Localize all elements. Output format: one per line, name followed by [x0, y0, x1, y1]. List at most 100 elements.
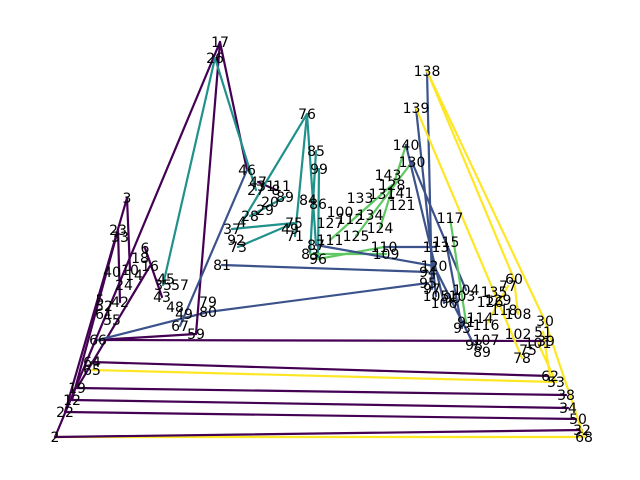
- graph-edge: [143, 246, 164, 299]
- node-label: 121: [389, 198, 416, 214]
- node-label: 112: [337, 212, 364, 228]
- node-label: 26: [206, 51, 224, 67]
- graph-edge: [116, 228, 122, 304]
- node-label: 38: [557, 388, 575, 404]
- node-label: 19: [68, 381, 86, 397]
- graph-edge: [194, 40, 222, 336]
- node-label: 126: [477, 295, 504, 311]
- node-label: 90: [443, 291, 461, 307]
- node-label: 131: [369, 187, 396, 203]
- node-label: 101: [525, 336, 552, 352]
- node-label: 17: [211, 35, 229, 51]
- node-label: 43: [153, 290, 171, 306]
- graph-edge: [432, 264, 476, 347]
- node-label: 49: [281, 222, 299, 238]
- node-label: 22: [56, 405, 74, 421]
- node-label: 107: [473, 333, 500, 349]
- node-label: 80: [199, 305, 217, 321]
- node-label: 49: [175, 307, 193, 323]
- graph-edge: [425, 69, 516, 281]
- node-label: 117: [437, 211, 464, 227]
- node-label: 23: [109, 223, 127, 239]
- graph-edge: [414, 106, 496, 294]
- node-label: 118: [491, 303, 518, 319]
- graph-edge: [213, 56, 258, 192]
- node-label: 95: [419, 276, 437, 292]
- node-label: 6: [141, 241, 150, 257]
- graph-edge: [53, 428, 584, 439]
- node-label: 55: [103, 313, 121, 329]
- graph-edge: [236, 221, 296, 249]
- graph-edge: [90, 360, 552, 378]
- graph-edge: [425, 69, 547, 323]
- node-label: 3: [123, 191, 132, 207]
- node-label: 125: [343, 229, 370, 245]
- node-label: 62: [541, 369, 559, 385]
- node-label: 39: [537, 334, 555, 350]
- node-label: 120: [421, 259, 448, 275]
- node-label: 46: [238, 163, 256, 179]
- node-label: 73: [229, 240, 247, 256]
- node-label: 103: [449, 289, 476, 305]
- node-label: 61: [95, 307, 113, 323]
- node-label: 116: [473, 318, 500, 334]
- node-label: 65: [83, 363, 101, 379]
- node-label: 133: [347, 191, 374, 207]
- node-label: 91: [457, 315, 475, 331]
- node-label: 102: [505, 327, 532, 343]
- node-label: 104: [453, 283, 480, 299]
- node-label: 97: [423, 282, 441, 298]
- graph-edge: [240, 112, 309, 224]
- graph-edge: [448, 216, 468, 324]
- node-label: 96: [309, 252, 327, 268]
- node-label: 139: [403, 101, 430, 117]
- node-label: 94: [419, 265, 437, 281]
- node-label: 45: [157, 272, 175, 288]
- node-label: 33: [111, 230, 129, 246]
- graph-edge: [543, 319, 586, 439]
- node-label: 124: [367, 221, 394, 237]
- graph-edge: [90, 368, 558, 384]
- node-label: 12: [63, 393, 81, 409]
- node-label: 128: [379, 178, 406, 194]
- node-label: 140: [393, 138, 420, 154]
- graph-edge: [220, 263, 430, 274]
- node-label: 135: [481, 285, 508, 301]
- node-label: 53: [547, 375, 565, 391]
- node-label: 35: [154, 278, 172, 294]
- node-label: 48: [166, 300, 184, 316]
- graph-edge: [230, 221, 296, 231]
- graph-edge: [75, 264, 152, 390]
- node-label: 138: [414, 64, 441, 80]
- node-label: 18: [131, 251, 149, 267]
- node-label: 31: [257, 179, 275, 195]
- node-label: 34: [559, 401, 577, 417]
- node-label: 129: [485, 293, 512, 309]
- node-label: 108: [505, 307, 532, 323]
- graph-edge: [308, 149, 318, 256]
- graph-edge: [316, 167, 321, 261]
- graph-node-labels: 2221219646566552615542402414102333318616…: [51, 35, 593, 446]
- node-label: 89: [276, 190, 294, 206]
- node-label: 98: [465, 338, 483, 354]
- node-label: 20: [261, 195, 279, 211]
- node-label: 71: [286, 229, 304, 245]
- node-label: 75: [519, 343, 537, 359]
- node-label: 83: [301, 247, 319, 263]
- node-label: 87: [307, 238, 325, 254]
- node-label: 37: [223, 222, 241, 238]
- node-label: 77: [499, 279, 517, 295]
- node-label: 86: [309, 197, 327, 213]
- node-label: 110: [371, 240, 398, 256]
- graph-edge: [178, 168, 249, 328]
- node-label: 84: [299, 193, 317, 209]
- graph-edge: [63, 410, 580, 421]
- node-label: 141: [387, 186, 414, 202]
- graph-edges: [53, 40, 586, 439]
- graph-edge: [378, 143, 408, 230]
- graph-edge: [484, 284, 510, 327]
- node-label: 113: [423, 240, 450, 256]
- graph-edge: [96, 310, 210, 342]
- node-label: 89: [473, 345, 491, 361]
